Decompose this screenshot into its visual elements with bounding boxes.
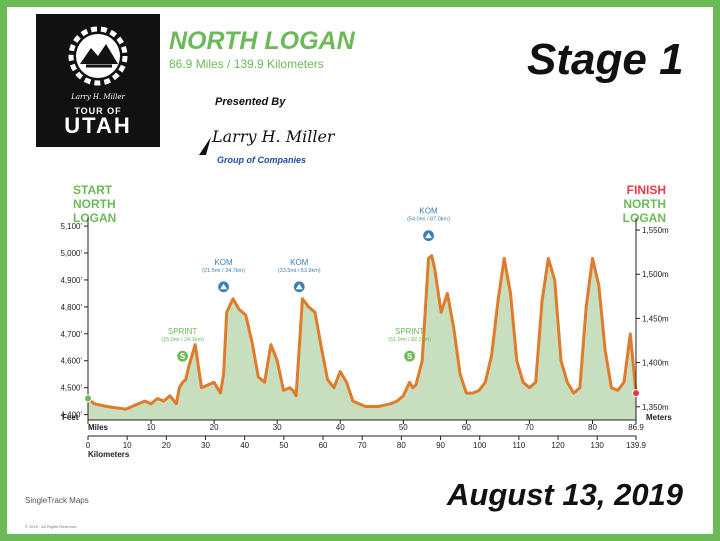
km-tick-label: 10 bbox=[123, 441, 132, 450]
sprint-marker bbox=[175, 349, 190, 363]
feet-tick-label: 5,000' bbox=[60, 249, 82, 258]
sprint-label: SPRINT bbox=[168, 327, 197, 336]
sponsor-group: Group of Companies bbox=[217, 155, 307, 165]
logo-utah: UTAH bbox=[64, 113, 132, 138]
mile-tick-label: 40 bbox=[336, 423, 345, 432]
feet-tick-label: 4,900' bbox=[60, 276, 82, 285]
gear-icon bbox=[68, 26, 128, 86]
mile-tick-label: 10 bbox=[147, 423, 156, 432]
meter-tick-label: 1,400m bbox=[642, 359, 669, 368]
sprint-detail: (15.0mi / 24.1km) bbox=[161, 337, 204, 343]
km-tick-label: 130 bbox=[591, 441, 605, 450]
km-tick-label: 40 bbox=[240, 441, 249, 450]
stage-title: Stage 1 bbox=[527, 35, 684, 85]
sprint-icon: S bbox=[180, 352, 186, 361]
finish-line-3: LOGAN bbox=[622, 211, 666, 225]
meter-tick-label: 1,350m bbox=[642, 403, 669, 412]
feet-tick-label: 4,700' bbox=[60, 330, 82, 339]
mile-tick-label: 60 bbox=[462, 423, 471, 432]
presented-by: Presented By bbox=[215, 96, 286, 108]
feet-tick-label: 4,500' bbox=[60, 384, 82, 393]
feet-tick-label: 4,400' bbox=[60, 411, 82, 420]
sprint-marker bbox=[403, 349, 417, 363]
start-line-1: START bbox=[73, 183, 113, 197]
km-tick-label: 30 bbox=[201, 441, 210, 450]
kom-label: KOM bbox=[290, 258, 309, 267]
start-line-2: NORTH bbox=[73, 197, 116, 211]
stage-word: Stage bbox=[527, 35, 647, 84]
route-title: NORTH LOGAN bbox=[169, 27, 355, 55]
start-line-3: LOGAN bbox=[73, 211, 117, 225]
profile-line bbox=[87, 254, 638, 411]
km-tick-label: 139.9 bbox=[626, 441, 647, 450]
map-credit: SingleTrack Maps bbox=[25, 496, 89, 505]
km-tick-label: 60 bbox=[319, 441, 328, 450]
mile-tick-label: 20 bbox=[210, 423, 219, 432]
mountain-icon bbox=[220, 283, 228, 290]
km-tick-label: 80 bbox=[397, 441, 406, 450]
feet-tick-label: 4,600' bbox=[60, 357, 82, 366]
kom-detail: (21.5mi / 34.7km) bbox=[202, 268, 245, 274]
km-tick-label: 100 bbox=[473, 441, 487, 450]
km-tick-label: 0 bbox=[86, 441, 91, 450]
map-credit-text: SingleTrack Maps bbox=[25, 496, 89, 505]
finish-point bbox=[632, 389, 640, 398]
meter-tick-label: 1,450m bbox=[642, 314, 669, 323]
meter-axis-label: Meters bbox=[646, 413, 672, 422]
finish-line-1: FINISH bbox=[626, 183, 666, 197]
kom-label: KOM bbox=[214, 258, 233, 267]
mountain-icon bbox=[425, 232, 433, 239]
mile-tick-label: 50 bbox=[399, 423, 408, 432]
sponsor-arrow-icon bbox=[199, 137, 211, 155]
finish-label: FINISH NORTH LOGAN bbox=[620, 183, 666, 225]
meter-tick-label: 1,500m bbox=[642, 270, 669, 279]
logo-tour-of: TOUR OF bbox=[74, 106, 122, 116]
km-tick-label: 90 bbox=[436, 441, 445, 450]
kom-detail: (33.5mi / 53.9km) bbox=[278, 268, 321, 274]
finish-line-2: NORTH bbox=[623, 197, 666, 211]
mile-tick-label: 30 bbox=[273, 423, 282, 432]
km-tick-label: 50 bbox=[279, 441, 288, 450]
stage-date: August 13, 2019 bbox=[447, 477, 684, 512]
start-point bbox=[84, 394, 92, 403]
km-tick-label: 110 bbox=[512, 441, 525, 450]
km-axis-label: Kilometers bbox=[88, 450, 130, 459]
copyright: © 2019 · All Rights Reserved bbox=[25, 524, 77, 529]
stage-number: 1 bbox=[659, 35, 684, 84]
miles-axis-label: Miles bbox=[88, 423, 109, 432]
km-tick-label: 20 bbox=[162, 441, 171, 450]
sprint-detail: (51.0mi / 82.2km) bbox=[388, 337, 431, 343]
meter-tick-label: 1,550m bbox=[642, 226, 669, 235]
sponsor-signature: Larry H. Miller bbox=[212, 127, 335, 146]
feet-tick-label: 4,800' bbox=[60, 303, 82, 312]
route-distance: 86.9 Miles / 139.9 Kilometers bbox=[169, 57, 324, 71]
start-label: START NORTH LOGAN bbox=[73, 183, 116, 225]
mountain-icon bbox=[295, 283, 303, 290]
feet-tick-label: 5,100' bbox=[60, 222, 82, 231]
sprint-icon: S bbox=[407, 352, 413, 361]
km-tick-label: 120 bbox=[551, 441, 565, 450]
kom-detail: (54.0mi / 87.0km) bbox=[407, 217, 450, 223]
sprint-label: SPRINT bbox=[395, 327, 424, 336]
mile-tick-label: 80 bbox=[588, 423, 597, 432]
km-tick-label: 70 bbox=[358, 441, 367, 450]
mile-tick-label: 86.9 bbox=[628, 423, 644, 432]
mile-tick-label: 70 bbox=[525, 423, 534, 432]
feet-axis-label: Feet bbox=[62, 413, 79, 422]
tour-of-utah-logo: Larry H. Miller TOUR OF UTAH bbox=[36, 14, 160, 147]
kom-label: KOM bbox=[419, 207, 438, 216]
logo-signature: Larry H. Miller bbox=[71, 93, 125, 101]
